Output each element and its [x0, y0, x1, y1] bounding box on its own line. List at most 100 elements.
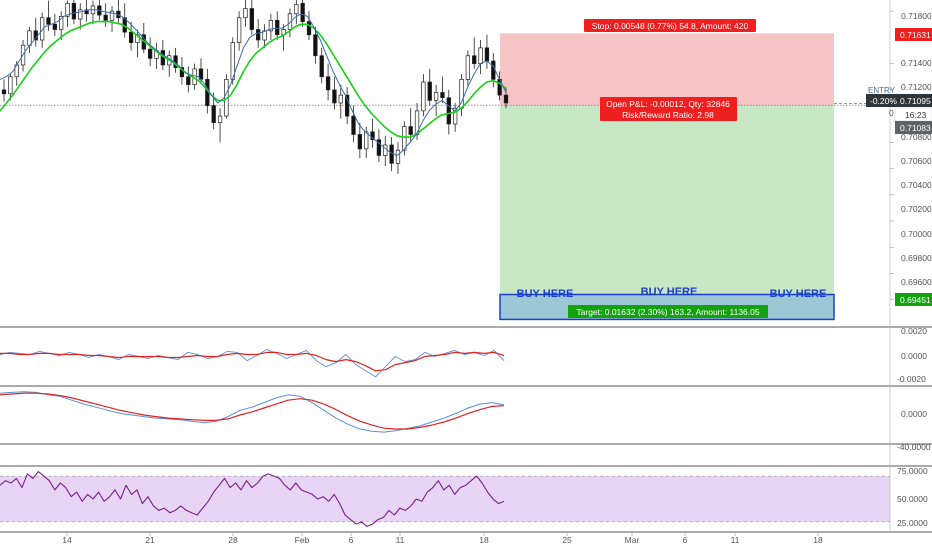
moving-average-green	[0, 20, 507, 138]
candle[interactable]	[103, 3, 108, 27]
candle[interactable]	[236, 11, 242, 51]
macd-slow-signal	[0, 392, 505, 430]
candle[interactable]	[300, 0, 305, 27]
candle[interactable]	[109, 5, 115, 33]
candle[interactable]	[78, 3, 83, 30]
candle[interactable]	[465, 50, 471, 88]
time-tick-label: Feb	[295, 535, 310, 545]
time-tick-label: 28	[228, 535, 238, 545]
stop-loss-zone[interactable]	[500, 33, 834, 106]
rsi-pane[interactable]	[0, 471, 890, 527]
price-tick-label: 0.71200	[901, 82, 932, 92]
candle[interactable]	[313, 26, 318, 64]
candle-body-up	[383, 144, 388, 156]
candle-body-up	[135, 34, 140, 43]
candle-body-up	[478, 47, 483, 64]
candle[interactable]	[376, 129, 382, 163]
candle[interactable]	[364, 126, 369, 159]
candle[interactable]	[294, 0, 299, 25]
time-tick-label: 6	[683, 535, 688, 545]
change-percent-text: -0.20%	[870, 96, 897, 106]
time-tick-label: 25	[562, 535, 572, 545]
current-price-text: 0.71095	[900, 96, 931, 106]
price-pane[interactable]	[0, 0, 890, 321]
candle[interactable]	[275, 11, 280, 41]
candle[interactable]	[148, 37, 153, 67]
candle[interactable]	[453, 102, 458, 132]
candle[interactable]	[338, 84, 343, 119]
candle[interactable]	[503, 87, 509, 109]
time-tick-label: 6	[349, 535, 354, 545]
price-tick-label: 0.71400	[901, 58, 932, 68]
macd-fast-signal	[0, 351, 505, 372]
candle[interactable]	[325, 63, 331, 101]
candle[interactable]	[217, 108, 223, 143]
candle[interactable]	[446, 89, 451, 135]
candle-body-down	[306, 21, 312, 36]
candle-body-up	[268, 19, 274, 32]
risk-reward-text: Risk/Reward Ratio: 2.98	[622, 110, 714, 120]
entry-label-text: ENTRY	[868, 86, 896, 95]
target-price-tag-text: 0.69451	[900, 295, 931, 305]
candle[interactable]	[332, 76, 337, 110]
buy-here-label: BUY HERE	[517, 288, 574, 300]
candle-body-up	[294, 4, 299, 15]
candle[interactable]	[71, 0, 77, 25]
candle[interactable]	[1, 79, 7, 102]
candle[interactable]	[249, 0, 254, 35]
take-profit-zone[interactable]	[500, 105, 834, 320]
candle[interactable]	[319, 47, 324, 84]
candle-body-down	[211, 105, 216, 124]
time-tick-label: 11	[731, 535, 740, 545]
candle[interactable]	[421, 74, 426, 117]
candle-body-up	[402, 126, 407, 151]
candle-body-up	[338, 94, 343, 104]
candle[interactable]	[8, 74, 13, 101]
candle[interactable]	[268, 13, 274, 41]
candle-body-up	[59, 16, 64, 30]
price-tick-label: 0.70200	[901, 204, 932, 214]
candle-body-up	[433, 92, 439, 101]
candle[interactable]	[135, 29, 140, 58]
candle[interactable]	[357, 122, 362, 159]
candle[interactable]	[440, 76, 445, 103]
current-price-tag	[866, 94, 932, 107]
position-labels[interactable]: Stop: 0.00548 (0.77%) 54.8, Amount: 420 …	[517, 19, 896, 318]
countdown-text: 16:23	[905, 110, 927, 120]
candle[interactable]	[52, 13, 57, 37]
macd-fast-pane[interactable]	[0, 348, 505, 378]
candle-body-down	[332, 89, 337, 104]
candle[interactable]	[128, 21, 134, 51]
candle[interactable]	[370, 118, 375, 148]
price-tags: 0.71631 -0.20% 0.71095 0 16:23 0.71083 0…	[866, 28, 932, 306]
stop-price-tag	[895, 28, 932, 41]
candle-body-up	[465, 55, 471, 80]
candle[interactable]	[433, 84, 439, 117]
candle-body-down	[275, 19, 280, 36]
candle-body-down	[1, 89, 7, 95]
target-label-text: Target: 0.01632 (2.30%) 163.2, Amount: 1…	[576, 307, 759, 317]
oscillator-axis-labels: 0.0020 0.0000 -0.0020 0.0000 -40.0000 75…	[897, 326, 931, 528]
candle-body-up	[287, 13, 293, 30]
macd-fast-tick-label: -0.0020	[897, 374, 926, 384]
candle[interactable]	[351, 105, 356, 143]
candle[interactable]	[395, 142, 401, 174]
candle[interactable]	[427, 68, 432, 106]
candle[interactable]	[65, 0, 70, 27]
time-tick-label: 18	[813, 535, 823, 545]
macd-slow-pane[interactable]	[0, 391, 505, 433]
macd-slow-tick-label: 0.0000	[901, 409, 927, 419]
candle[interactable]	[344, 87, 350, 124]
candle[interactable]	[243, 0, 248, 27]
moving-average-blue	[0, 9, 507, 156]
candle[interactable]	[59, 11, 64, 41]
price-tick-label: 0.70600	[901, 156, 932, 166]
time-tick-label: 14	[62, 535, 72, 545]
candle-body-down	[148, 48, 153, 59]
candle[interactable]	[472, 37, 477, 69]
macd-fast-line	[0, 348, 505, 378]
candle[interactable]	[186, 66, 191, 93]
candle-body-down	[249, 8, 254, 30]
